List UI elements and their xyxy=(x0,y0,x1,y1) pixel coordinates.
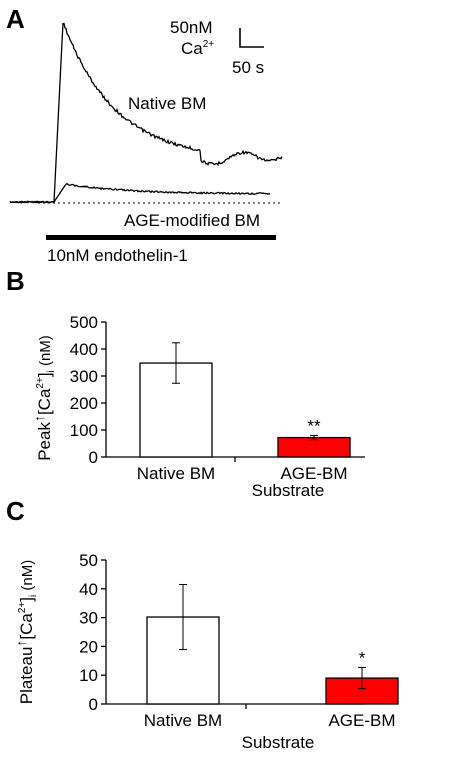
panel-a: A 50nM Ca2+ 50 s Native BM AGE-modified … xyxy=(6,4,283,265)
chart-b-plot: 0 100 200 300 400 500 Native BM AGE-BM ** xyxy=(70,313,365,483)
chart-b-xlabel: Substrate xyxy=(252,481,325,500)
scale-bar-ion-charge: 2+ xyxy=(203,39,215,50)
trace-native-bm xyxy=(9,22,283,204)
chart-c-ytick-label: 40 xyxy=(79,580,98,599)
chart-c-ylabel-sub: i xyxy=(28,595,39,597)
chart-c-plot: 0 10 20 30 40 50 Native BM AGE-BM * xyxy=(79,551,399,730)
chart-c-ylabel-arrow: ↑ xyxy=(13,640,29,647)
chart-c-ytick-label: 10 xyxy=(79,666,98,685)
chart-b-ylabel-prefix: Peak xyxy=(35,422,54,461)
chart-c-significance-marker: * xyxy=(359,648,366,667)
chart-c-ytick-label: 30 xyxy=(79,609,98,628)
trace-age-modified-bm xyxy=(9,182,270,204)
chart-b-ytick-label: 500 xyxy=(70,313,98,332)
chart-b-ytick-label: 400 xyxy=(70,340,98,359)
chart-c-ylabel-open: [Ca xyxy=(17,613,36,640)
scale-bar xyxy=(239,28,264,48)
chart-c-ylabel-sup: 2+ xyxy=(17,602,28,614)
chart-b-significance-marker: ** xyxy=(307,416,321,435)
chart-b-ylabel-unit: (nM) xyxy=(37,335,54,370)
panel-a-letter: A xyxy=(6,4,25,34)
chart-c-xlabel: Substrate xyxy=(242,733,315,752)
stimulus-label: 10nM endothelin-1 xyxy=(47,246,188,265)
scale-bar-time-label: 50 s xyxy=(232,58,264,77)
chart-b-ylabel: Peak↑[Ca2+]i (nM) xyxy=(31,335,57,461)
chart-c-ylabel-close: ] xyxy=(17,597,36,602)
scale-bar-ion: Ca xyxy=(181,39,203,58)
scale-bar-ion-label: Ca2+ xyxy=(181,39,214,58)
chart-c-ytick-label: 20 xyxy=(79,637,98,656)
chart-b-ylabel-close: ] xyxy=(35,372,54,377)
scale-bar-concentration-label: 50nM xyxy=(170,18,213,37)
chart-b-ylabel-arrow: ↑ xyxy=(31,415,47,422)
chart-b-ytick-label: 0 xyxy=(89,448,98,467)
panel-b-letter: B xyxy=(6,266,25,296)
trace-label-native-bm: Native BM xyxy=(128,94,206,113)
chart-c-category-label: AGE-BM xyxy=(328,711,395,730)
panel-c: C 0 10 20 30 40 50 Native BM AGE-BM * Plateau↑[C… xyxy=(6,496,399,752)
chart-b-ylabel-open: [Ca xyxy=(35,388,54,415)
panel-b: B 0 100 200 300 400 500 Native BM AGE-BM ** Peak… xyxy=(6,266,365,500)
chart-b-ylabel-sup: 2+ xyxy=(35,377,46,389)
chart-c-ylabel-prefix: Plateau xyxy=(17,647,36,705)
chart-b-category-label: AGE-BM xyxy=(280,464,347,483)
chart-b-ytick-label: 200 xyxy=(70,394,98,413)
chart-c-category-label: Native BM xyxy=(144,711,222,730)
chart-b-ylabel-sub: i xyxy=(46,370,57,372)
chart-c-ylabel: Plateau↑[Ca2+]i (nM) xyxy=(13,560,39,705)
trace-label-age-modified-bm: AGE-modified BM xyxy=(124,211,260,230)
chart-c-ytick-label: 0 xyxy=(89,695,98,714)
chart-b-category-label: Native BM xyxy=(137,464,215,483)
chart-c-ylabel-unit: (nM) xyxy=(19,560,36,595)
chart-c-ytick-label: 50 xyxy=(79,551,98,570)
chart-b-ytick-label: 100 xyxy=(70,421,98,440)
stimulus-bar xyxy=(46,235,276,240)
panel-c-letter: C xyxy=(6,496,25,526)
chart-b-bar-age-bm xyxy=(277,436,351,458)
chart-b-ytick-label: 300 xyxy=(70,367,98,386)
